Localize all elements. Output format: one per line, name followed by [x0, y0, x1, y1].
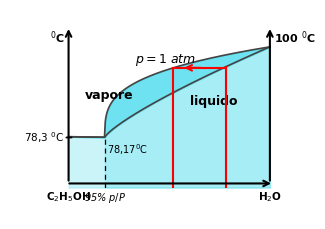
Text: 100 $^0$C: 100 $^0$C: [274, 29, 316, 46]
Text: 95% $p/P$: 95% $p/P$: [84, 190, 126, 204]
Text: 78,3 $^0$C: 78,3 $^0$C: [24, 130, 65, 144]
Text: vapore: vapore: [84, 89, 133, 101]
Text: $p = 1$ $atm$: $p = 1$ $atm$: [135, 52, 196, 68]
Text: liquido: liquido: [190, 95, 237, 108]
Text: H$_2$O: H$_2$O: [258, 190, 282, 204]
Text: $^0$C: $^0$C: [50, 29, 65, 46]
Text: 78,17$^0$C: 78,17$^0$C: [107, 142, 148, 156]
Text: C$_2$H$_5$OH: C$_2$H$_5$OH: [46, 190, 91, 204]
